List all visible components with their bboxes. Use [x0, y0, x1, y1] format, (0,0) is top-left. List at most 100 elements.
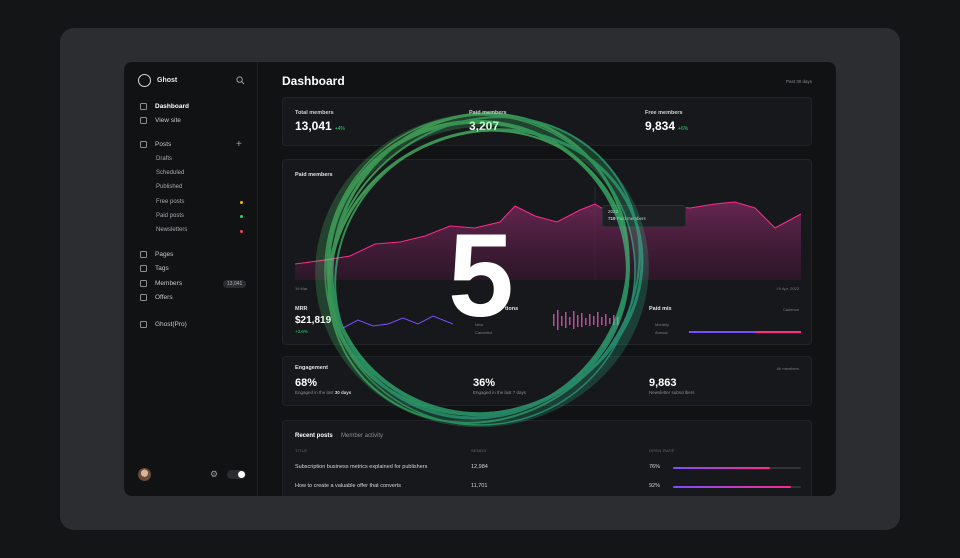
stat-total-members: Total members 13,041 +4% — [295, 110, 345, 135]
new-post-plus-icon[interactable]: + — [236, 139, 242, 150]
search-icon[interactable] — [236, 76, 245, 85]
paid-members-area-chart[interactable] — [295, 186, 801, 280]
engagement-7d-value: 36% — [473, 377, 496, 389]
subs-legend-canceled: Canceled — [475, 330, 492, 335]
date-range-select[interactable]: Past 30 days — [785, 79, 812, 84]
dark-mode-toggle[interactable] — [227, 470, 246, 479]
stat-free-members: Free members 9,834 +6% — [645, 110, 688, 135]
newsletters-dot — [240, 230, 243, 233]
sidebar-item-tags[interactable]: Tags — [140, 265, 169, 272]
column-open-rate: OPEN RATE — [649, 448, 675, 453]
post-sends: 11,701 — [471, 483, 488, 489]
subscriptions-label: tions — [505, 306, 519, 312]
subs-legend-new: New — [475, 322, 484, 327]
avatar[interactable] — [138, 468, 151, 481]
sidebar-item-dashboard[interactable]: Dashboard — [140, 103, 189, 110]
sidebar-item-label: Ghost(Pro) — [155, 321, 187, 328]
mix-legend-annual: Annual — [655, 330, 668, 335]
sidebar-item-label: Tags — [155, 265, 169, 272]
stat-paid-members: Paid members 3,207 — [469, 110, 507, 135]
post-open-rate: 92% — [649, 483, 661, 489]
subscriptions-bars — [553, 310, 619, 330]
gear-icon[interactable]: ⚙ — [210, 469, 219, 479]
paid-mix-filter[interactable]: Cadence — [782, 307, 799, 312]
mrr-label: MRR — [295, 306, 308, 312]
members-count-badge: 13,041 — [223, 280, 247, 288]
tooltip-value: 719 — [608, 216, 616, 221]
tooltip-label: Paid members — [616, 216, 646, 221]
x-axis-start-label: 19 Mar — [295, 286, 308, 291]
mrr-delta: +3.6% — [295, 329, 308, 334]
ghost-logo-icon — [138, 74, 151, 87]
pencil-icon — [140, 141, 147, 148]
post-title[interactable]: How to create a valuable offer that conv… — [295, 483, 401, 489]
stat-value: 13,041 — [295, 119, 332, 133]
engagement-filter[interactable]: All members — [776, 366, 799, 371]
mrr-value: $21,819 — [295, 315, 332, 326]
sidebar-item-free-posts[interactable]: Free posts — [156, 199, 185, 205]
sidebar-item-offers[interactable]: Offers — [140, 294, 173, 301]
open-rate-bar — [673, 467, 770, 469]
engagement-30d-value: 68% — [295, 377, 318, 389]
percent-icon — [140, 294, 147, 301]
column-sends: SENDS — [471, 448, 487, 453]
home-icon — [140, 103, 147, 110]
members-icon — [140, 280, 147, 287]
chart-title: Paid members — [295, 172, 333, 178]
stat-label: Free members — [645, 110, 683, 116]
app-window: Ghost Dashboard View site Posts + Drafts… — [124, 62, 836, 496]
engagement-30d-caption: Engaged in the last 30 days — [295, 390, 351, 395]
engagement-7d-caption: Engaged in the last 7 days — [473, 390, 527, 395]
stat-delta: +6% — [678, 126, 689, 132]
paid-mix-bar — [689, 331, 801, 333]
tooltip-date: 2022 — [608, 209, 619, 214]
chart-tooltip: 2022 719 Paid members — [602, 205, 686, 227]
mrr-sparkline — [343, 315, 453, 329]
sidebar-item-pages[interactable]: Pages — [140, 251, 173, 258]
x-axis-end-label: 19 Apr, 2022 — [776, 286, 799, 291]
browser-icon — [140, 117, 147, 124]
post-sends: 12,984 — [471, 464, 488, 470]
sidebar-item-drafts[interactable]: Drafts — [156, 156, 173, 162]
newsletter-subscribers-value: 9,863 — [649, 377, 677, 389]
free-posts-dot — [240, 201, 243, 204]
post-open-rate: 76% — [649, 464, 661, 470]
sidebar-item-label: Posts — [155, 141, 172, 148]
caption-bold: 30 days — [334, 390, 352, 395]
sidebar-item-members[interactable]: Members — [140, 280, 182, 287]
paid-mix-label: Paid mix — [649, 306, 672, 312]
stat-value: 9,834 — [645, 119, 676, 133]
stat-label: Paid members — [469, 110, 507, 116]
sidebar-item-newsletters[interactable]: Newsletters — [156, 227, 188, 233]
paid-posts-dot — [240, 215, 243, 218]
mix-legend-monthly: Monthly — [655, 322, 670, 327]
sidebar-item-paid-posts[interactable]: Paid posts — [156, 213, 185, 219]
page-icon — [140, 251, 147, 258]
sidebar-item-label: Offers — [155, 294, 173, 301]
page-title: Dashboard — [282, 74, 345, 88]
newsletter-subscribers-caption: Newsletter subscribers — [649, 390, 695, 395]
main-content: Dashboard Past 30 days Total members 13,… — [258, 62, 836, 496]
sidebar-item-published[interactable]: Published — [156, 184, 183, 190]
tag-icon — [140, 265, 147, 272]
brand[interactable]: Ghost — [138, 74, 177, 87]
sidebar-item-scheduled[interactable]: Scheduled — [156, 170, 185, 176]
stat-value: 3,207 — [469, 119, 500, 133]
caption-text: Engaged in the last — [295, 390, 334, 395]
posts-card: Recent posts Member activity TITLE SENDS… — [282, 420, 812, 496]
brand-name: Ghost — [157, 77, 178, 84]
stats-card: Total members 13,041 +4% Paid members 3,2… — [282, 97, 812, 146]
sidebar-item-posts[interactable]: Posts — [140, 141, 171, 148]
sidebar: Ghost Dashboard View site Posts + Drafts… — [124, 62, 258, 496]
post-title[interactable]: Subscription business metrics explained … — [295, 464, 428, 470]
sidebar-item-label: View site — [155, 117, 181, 124]
sidebar-item-view-site[interactable]: View site — [140, 117, 181, 124]
sidebar-item-label: Pages — [155, 251, 174, 258]
engagement-card: Engagement All members 68% Engaged in th… — [282, 356, 812, 406]
paid-members-card: Paid members 19 Mar 19 Apr, 2022 MRR $21… — [282, 159, 812, 345]
open-rate-bar — [673, 486, 791, 488]
area-fill — [295, 202, 801, 280]
tab-member-activity[interactable]: Member activity — [341, 433, 384, 439]
sidebar-item-ghost-pro[interactable]: Ghost(Pro) — [140, 321, 187, 328]
tab-recent-posts[interactable]: Recent posts — [295, 433, 333, 439]
